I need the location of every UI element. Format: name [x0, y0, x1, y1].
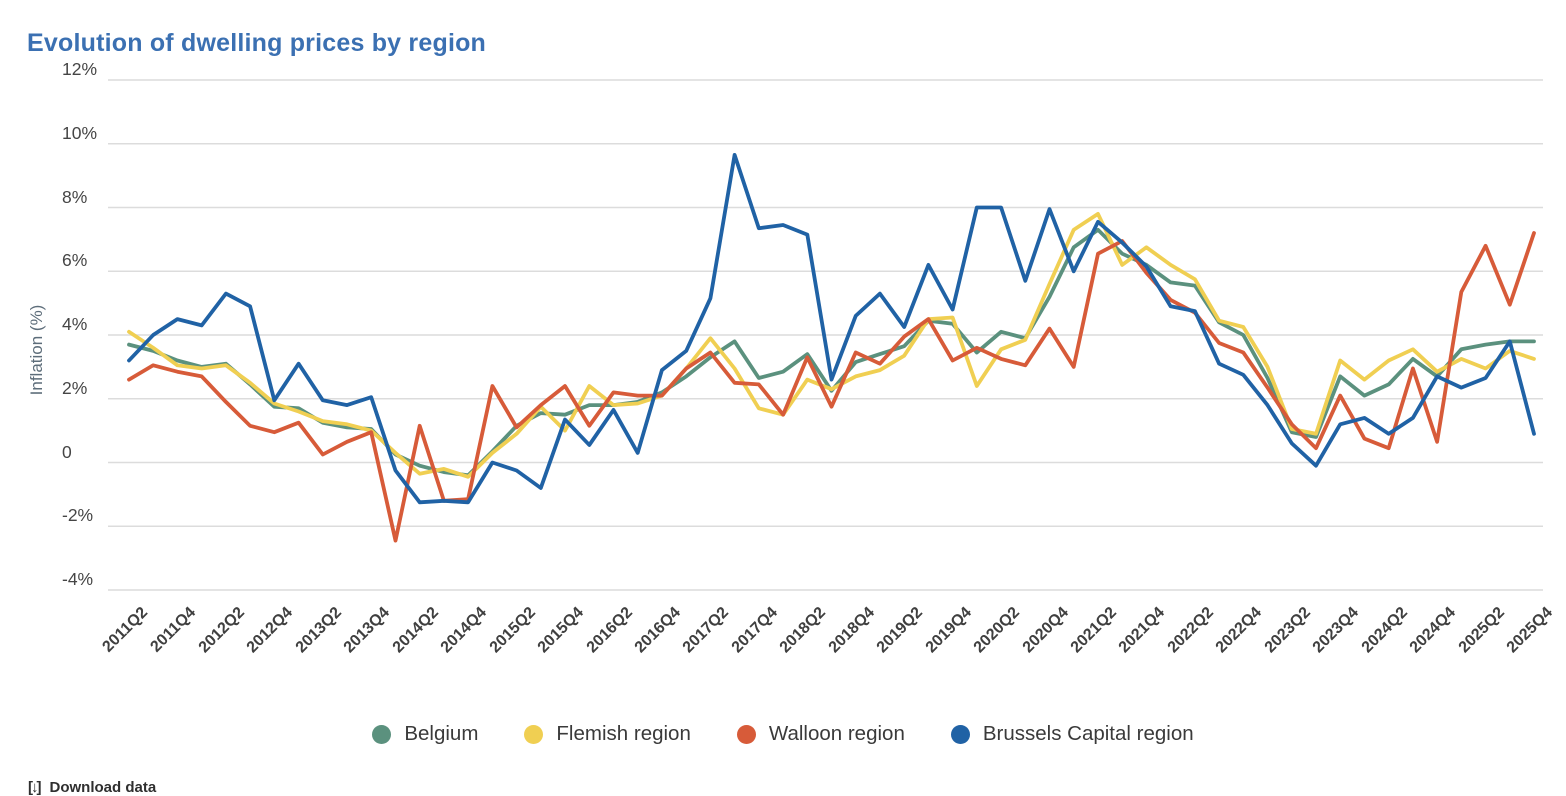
legend-color-dot — [950, 724, 970, 744]
y-tick-label: 10% — [62, 122, 98, 143]
legend-color-dot — [736, 724, 756, 744]
y-tick-label: 2% — [62, 377, 88, 398]
y-tick-label: 6% — [62, 250, 88, 271]
legend-item-walloon-region[interactable]: Walloon region — [736, 722, 905, 746]
y-tick-label: 4% — [62, 314, 88, 334]
download-label: Download data — [49, 779, 157, 796]
y-tick-label: 0 — [62, 441, 72, 462]
legend-label: Walloon region — [768, 722, 905, 745]
page-title: Evolution of dwelling prices by region — [27, 28, 487, 57]
legend-item-flemish-region[interactable]: Flemish region — [524, 722, 691, 746]
y-tick-label: 8% — [62, 186, 88, 207]
series-line-belgium[interactable] — [127, 227, 1536, 478]
legend-label: Flemish region — [556, 722, 691, 745]
legend-label: Brussels Capital region — [982, 722, 1194, 745]
series-line-walloon-region[interactable] — [127, 231, 1536, 543]
y-tick-label: -4% — [62, 569, 94, 589]
y-tick-label: 12% — [62, 59, 98, 79]
download-footer[interactable]: [↓] Download data — [28, 779, 156, 796]
plot-area — [108, 79, 1543, 591]
legend-item-belgium[interactable]: Belgium — [372, 722, 478, 746]
chart-legend: Belgium Flemish region Walloon region Bruss… — [0, 722, 1566, 746]
legend-color-dot — [372, 724, 392, 744]
download-icon: [↓] — [28, 779, 41, 796]
legend-label: Belgium — [404, 722, 479, 745]
legend-item-brussels-capital-region[interactable]: Brussels Capital region — [950, 722, 1194, 746]
legend-color-dot — [524, 724, 544, 744]
series-line-flemish-region[interactable] — [127, 211, 1536, 479]
y-tick-label: -2% — [62, 505, 94, 526]
series-line-brussels-capital-region[interactable] — [127, 152, 1536, 505]
